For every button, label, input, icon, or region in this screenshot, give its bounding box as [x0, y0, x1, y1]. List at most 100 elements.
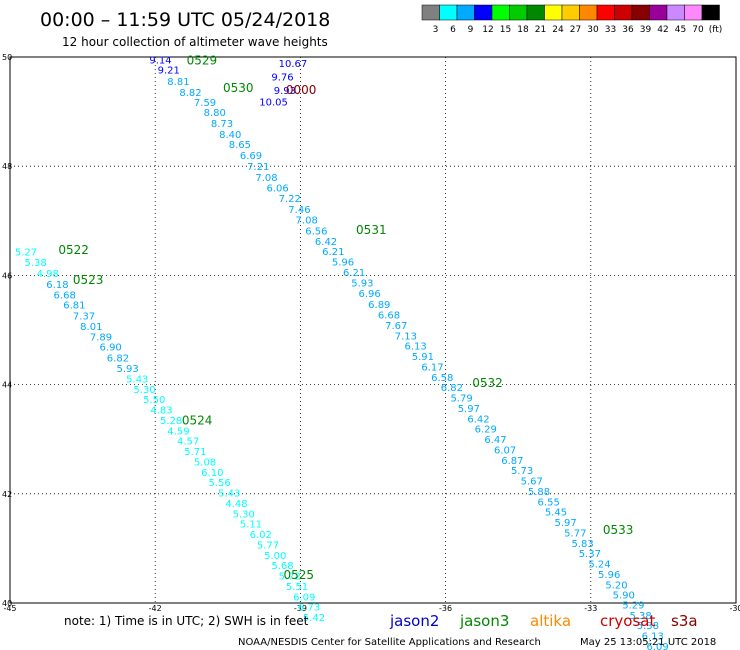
wave-height-value: 5.72 — [279, 572, 301, 583]
wave-height-value: 7.08 — [255, 173, 277, 184]
latitude-tick-label: 40 — [2, 599, 12, 608]
legend-swatch — [456, 4, 475, 21]
wave-height-value: 6.07 — [494, 445, 516, 456]
wave-height-value: 5.96 — [598, 570, 620, 581]
wave-height-value: 7.21 — [247, 162, 269, 173]
pass-time-label: 0524 — [182, 413, 213, 427]
wave-height-value: 5.45 — [545, 508, 567, 519]
wave-height-value: 5.43 — [218, 489, 240, 500]
satellite-jason2-label: jason2 — [389, 612, 439, 630]
wave-height-value: 6.42 — [315, 237, 337, 248]
generated-timestamp: May 25 13:05:21 UTC 2018 — [580, 637, 716, 648]
wave-height-value: 6.21 — [322, 247, 344, 258]
wave-height-value: 8.81 — [167, 77, 189, 88]
wave-height-value: 6.09 — [646, 642, 668, 650]
wave-height-value: 10.05 — [259, 98, 288, 109]
wave-height-value: 4.83 — [150, 406, 172, 417]
satellite-altika-label: altika — [530, 612, 571, 630]
longitude-tick-label: -39 — [294, 604, 307, 613]
legend-swatch — [614, 4, 633, 21]
wave-height-value: 5.91 — [412, 352, 434, 363]
legend-label: 6 — [450, 25, 456, 35]
wave-height-value: 7.46 — [288, 205, 310, 216]
legend-label: 33 — [605, 25, 616, 35]
longitude-tick-label: -33 — [584, 604, 597, 613]
wave-height-value: 5.97 — [458, 404, 480, 415]
wave-height-value: 5.37 — [579, 549, 601, 560]
satellite-legend: jason2 jason3 altika cryosat s3a — [389, 612, 698, 630]
wave-height-value: 8.73 — [211, 119, 233, 130]
legend-label: 36 — [622, 25, 634, 35]
latitude-tick-label: 42 — [2, 490, 12, 499]
wave-height-value: 6.96 — [358, 289, 380, 300]
pass-time-label: 0522 — [58, 243, 89, 257]
legend-label: 24 — [552, 25, 564, 35]
wave-height-value: 4.57 — [177, 437, 199, 448]
wave-height-value: 8.82 — [179, 88, 201, 99]
legend-swatch — [684, 4, 703, 21]
longitude-tick-label: -30 — [729, 604, 740, 613]
wave-height-value: 5.96 — [332, 258, 354, 269]
wave-height-value: 4.98 — [37, 269, 59, 280]
satellite-cryosat-label: cryosat — [600, 612, 655, 630]
legend-label: 3 — [433, 25, 439, 35]
color-legend: 3 6 9 12 15 18 21 24 27 30 33 36 39 42 45 70 (ft) — [421, 4, 723, 35]
wave-height-value: 5.77 — [257, 540, 279, 551]
legend-label: 70 — [692, 25, 704, 35]
wave-height-value: 9.21 — [158, 65, 180, 76]
longitude-tick-label: -42 — [149, 604, 162, 613]
pass-time-labels: 0529 0530 0000 0531 0522 0523 0524 0532 0533 0525 — [58, 54, 633, 582]
wave-height-value: 5.67 — [521, 477, 543, 488]
wave-height-value: 4.59 — [167, 426, 189, 437]
wave-height-value: 6.10 — [201, 468, 223, 479]
wave-height-value: 7.59 — [194, 98, 216, 109]
wave-height-value: 6.73 — [298, 603, 320, 614]
wave-height-value: 8.40 — [219, 130, 241, 141]
wave-height-value: 6.89 — [368, 300, 390, 311]
wave-height-value: 8.01 — [80, 322, 102, 333]
legend-label: 12 — [482, 25, 493, 35]
wave-height-observations: 9.14 10.679.219.768.819.938.8210.057.598.… — [15, 56, 669, 650]
wave-height-value: 5.88 — [528, 487, 550, 498]
legend-swatch — [544, 4, 563, 21]
wave-height-value: 5.56 — [208, 478, 230, 489]
pass-time-label: 0532 — [472, 376, 503, 390]
wave-height-value: 5.73 — [511, 466, 533, 477]
wave-height-value: 5.42 — [303, 613, 325, 624]
plot-frame — [9, 56, 737, 604]
wave-height-value: 5.93 — [351, 278, 373, 289]
legend-swatch — [439, 4, 458, 21]
legend-swatch — [509, 4, 528, 21]
wave-height-value: 6.18 — [46, 280, 68, 291]
axis-ticks: -45 -42 -39 -36 -33 -30 50 48 46 44 42 40 — [2, 53, 740, 613]
wave-height-value: 6.21 — [343, 268, 365, 279]
wave-height-value: 6.02 — [250, 530, 272, 541]
legend-swatch — [491, 4, 510, 21]
wave-height-value: 6.58 — [431, 373, 453, 384]
legend-label: 18 — [517, 25, 529, 35]
wave-height-value: 5.24 — [588, 560, 610, 571]
wave-height-value: 5.93 — [116, 364, 138, 375]
wave-height-value: 7.37 — [73, 312, 95, 323]
wave-height-value: 6.68 — [54, 290, 76, 301]
legend-swatch — [596, 4, 615, 21]
wave-height-value: 5.51 — [286, 582, 308, 593]
legend-label: (ft) — [709, 25, 723, 35]
map-title: 00:00 – 11:59 UTC 05/24/2018 — [40, 9, 330, 31]
longitude-tick-label: -36 — [439, 604, 452, 613]
wave-height-value: 7.08 — [296, 216, 318, 227]
wave-height-value: 5.83 — [571, 539, 593, 550]
wave-height-value: 7.67 — [385, 321, 407, 332]
wave-height-value: 5.00 — [264, 551, 286, 562]
wave-height-value: 7.22 — [279, 194, 301, 205]
satellite-s3a-label: s3a — [671, 612, 698, 630]
latitude-tick-label: 50 — [2, 53, 12, 62]
wave-height-value: 6.82 — [107, 354, 129, 365]
wave-height-value: 9.14 — [149, 56, 171, 67]
wave-height-value: 4.48 — [225, 499, 247, 510]
wave-height-value: 10.67 — [279, 59, 308, 70]
pass-time-label: 0529 — [187, 54, 218, 68]
wave-height-value: 5.27 — [15, 248, 37, 259]
wave-height-value: 6.09 — [293, 592, 315, 603]
